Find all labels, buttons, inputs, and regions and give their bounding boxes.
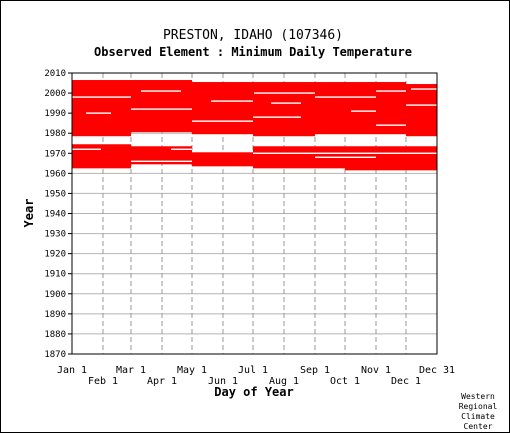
y-tick-label: 1890 [44,310,66,320]
missing-data-gap [254,92,315,94]
missing-data-gap [351,110,376,112]
y-tick-label: 1880 [44,330,66,340]
missing-data-gap [171,148,192,150]
missing-data-gap [315,96,376,98]
chart-title: PRESTON, IDAHO (107346) [163,28,343,43]
observed-year-block [315,82,376,135]
observed-year-block [253,82,315,137]
x-tick-label: Jan 1 [57,365,87,376]
missing-data-gap [72,96,131,98]
x-tick-label: Oct 1 [330,376,360,387]
credit-line-1: Western [461,392,495,401]
observed-year-block [192,82,253,135]
y-tick-label: 1950 [44,189,66,199]
x-tick-label: Aug 1 [269,376,299,387]
observed-year-block [192,152,253,167]
x-tick-label: Mar 1 [116,365,146,376]
missing-data-gap [211,100,253,102]
y-tick-label: 1870 [44,350,66,360]
y-tick-label: 1960 [44,169,66,179]
data-marks [72,80,437,171]
x-tick-label: Nov 1 [361,365,391,376]
y-tick-label: 1900 [44,290,66,300]
y-axis-label: Year [22,199,36,228]
y-tick-label: 1970 [44,149,66,159]
observed-year-block [131,80,192,133]
y-tick-label: 1920 [44,250,66,260]
x-tick-label: Dec 1 [391,376,421,387]
observed-year-block [345,146,437,171]
credit-line-2: Regional [459,402,498,411]
x-axis-label: Day of Year [214,385,293,399]
missing-data-gap [131,108,192,110]
y-tick-labels: 1870 1880 1890 1900 1910 1920 1930 1940 1950 1960… [44,69,72,360]
missing-data-gap [131,160,192,163]
observed-year-block [253,146,345,169]
credit-line-3: Climate [461,412,495,421]
y-tick-label: 2010 [44,69,66,79]
x-tick-label: Feb 1 [88,376,118,387]
y-tick-label: 1980 [44,129,66,139]
missing-data-gap [411,88,437,90]
missing-data-gap [253,116,301,118]
observed-year-block [406,84,437,137]
missing-data-gap [315,156,376,158]
x-tick-label: Jul 1 [238,365,268,376]
x-tick-label: Dec 31 [419,365,455,376]
x-tick-label: Jun 1 [208,376,238,387]
y-tick-label: 1930 [44,230,66,240]
observed-year-block [376,82,406,135]
y-tick-label: 1940 [44,210,66,220]
missing-data-gap [376,90,406,92]
missing-data-gap [192,120,253,122]
y-tick-label: 1990 [44,109,66,119]
x-tick-label: Sep 1 [300,365,330,376]
missing-data-gap [406,104,437,106]
x-tick-label: Apr 1 [147,376,177,387]
missing-data-gap [253,152,437,154]
y-tick-label: 1910 [44,270,66,280]
missing-data-gap [72,148,101,150]
y-tick-label: 2000 [44,89,66,99]
observed-year-block [72,80,131,137]
x-tick-label: May 1 [177,365,207,376]
credit-line-4: Center [464,422,493,431]
observed-year-block [131,146,192,165]
missing-data-gap [271,102,301,104]
missing-data-gap [141,90,181,92]
chart-subtitle: Observed Element : Minimum Daily Tempera… [94,45,412,59]
observed-year-block [72,144,131,169]
missing-data-gap [376,124,406,126]
missing-data-gap [86,112,111,114]
x-tick-labels: Jan 1 Mar 1 May 1 Jul 1 Sep 1 Nov 1 Dec 31 Feb … [57,365,455,387]
